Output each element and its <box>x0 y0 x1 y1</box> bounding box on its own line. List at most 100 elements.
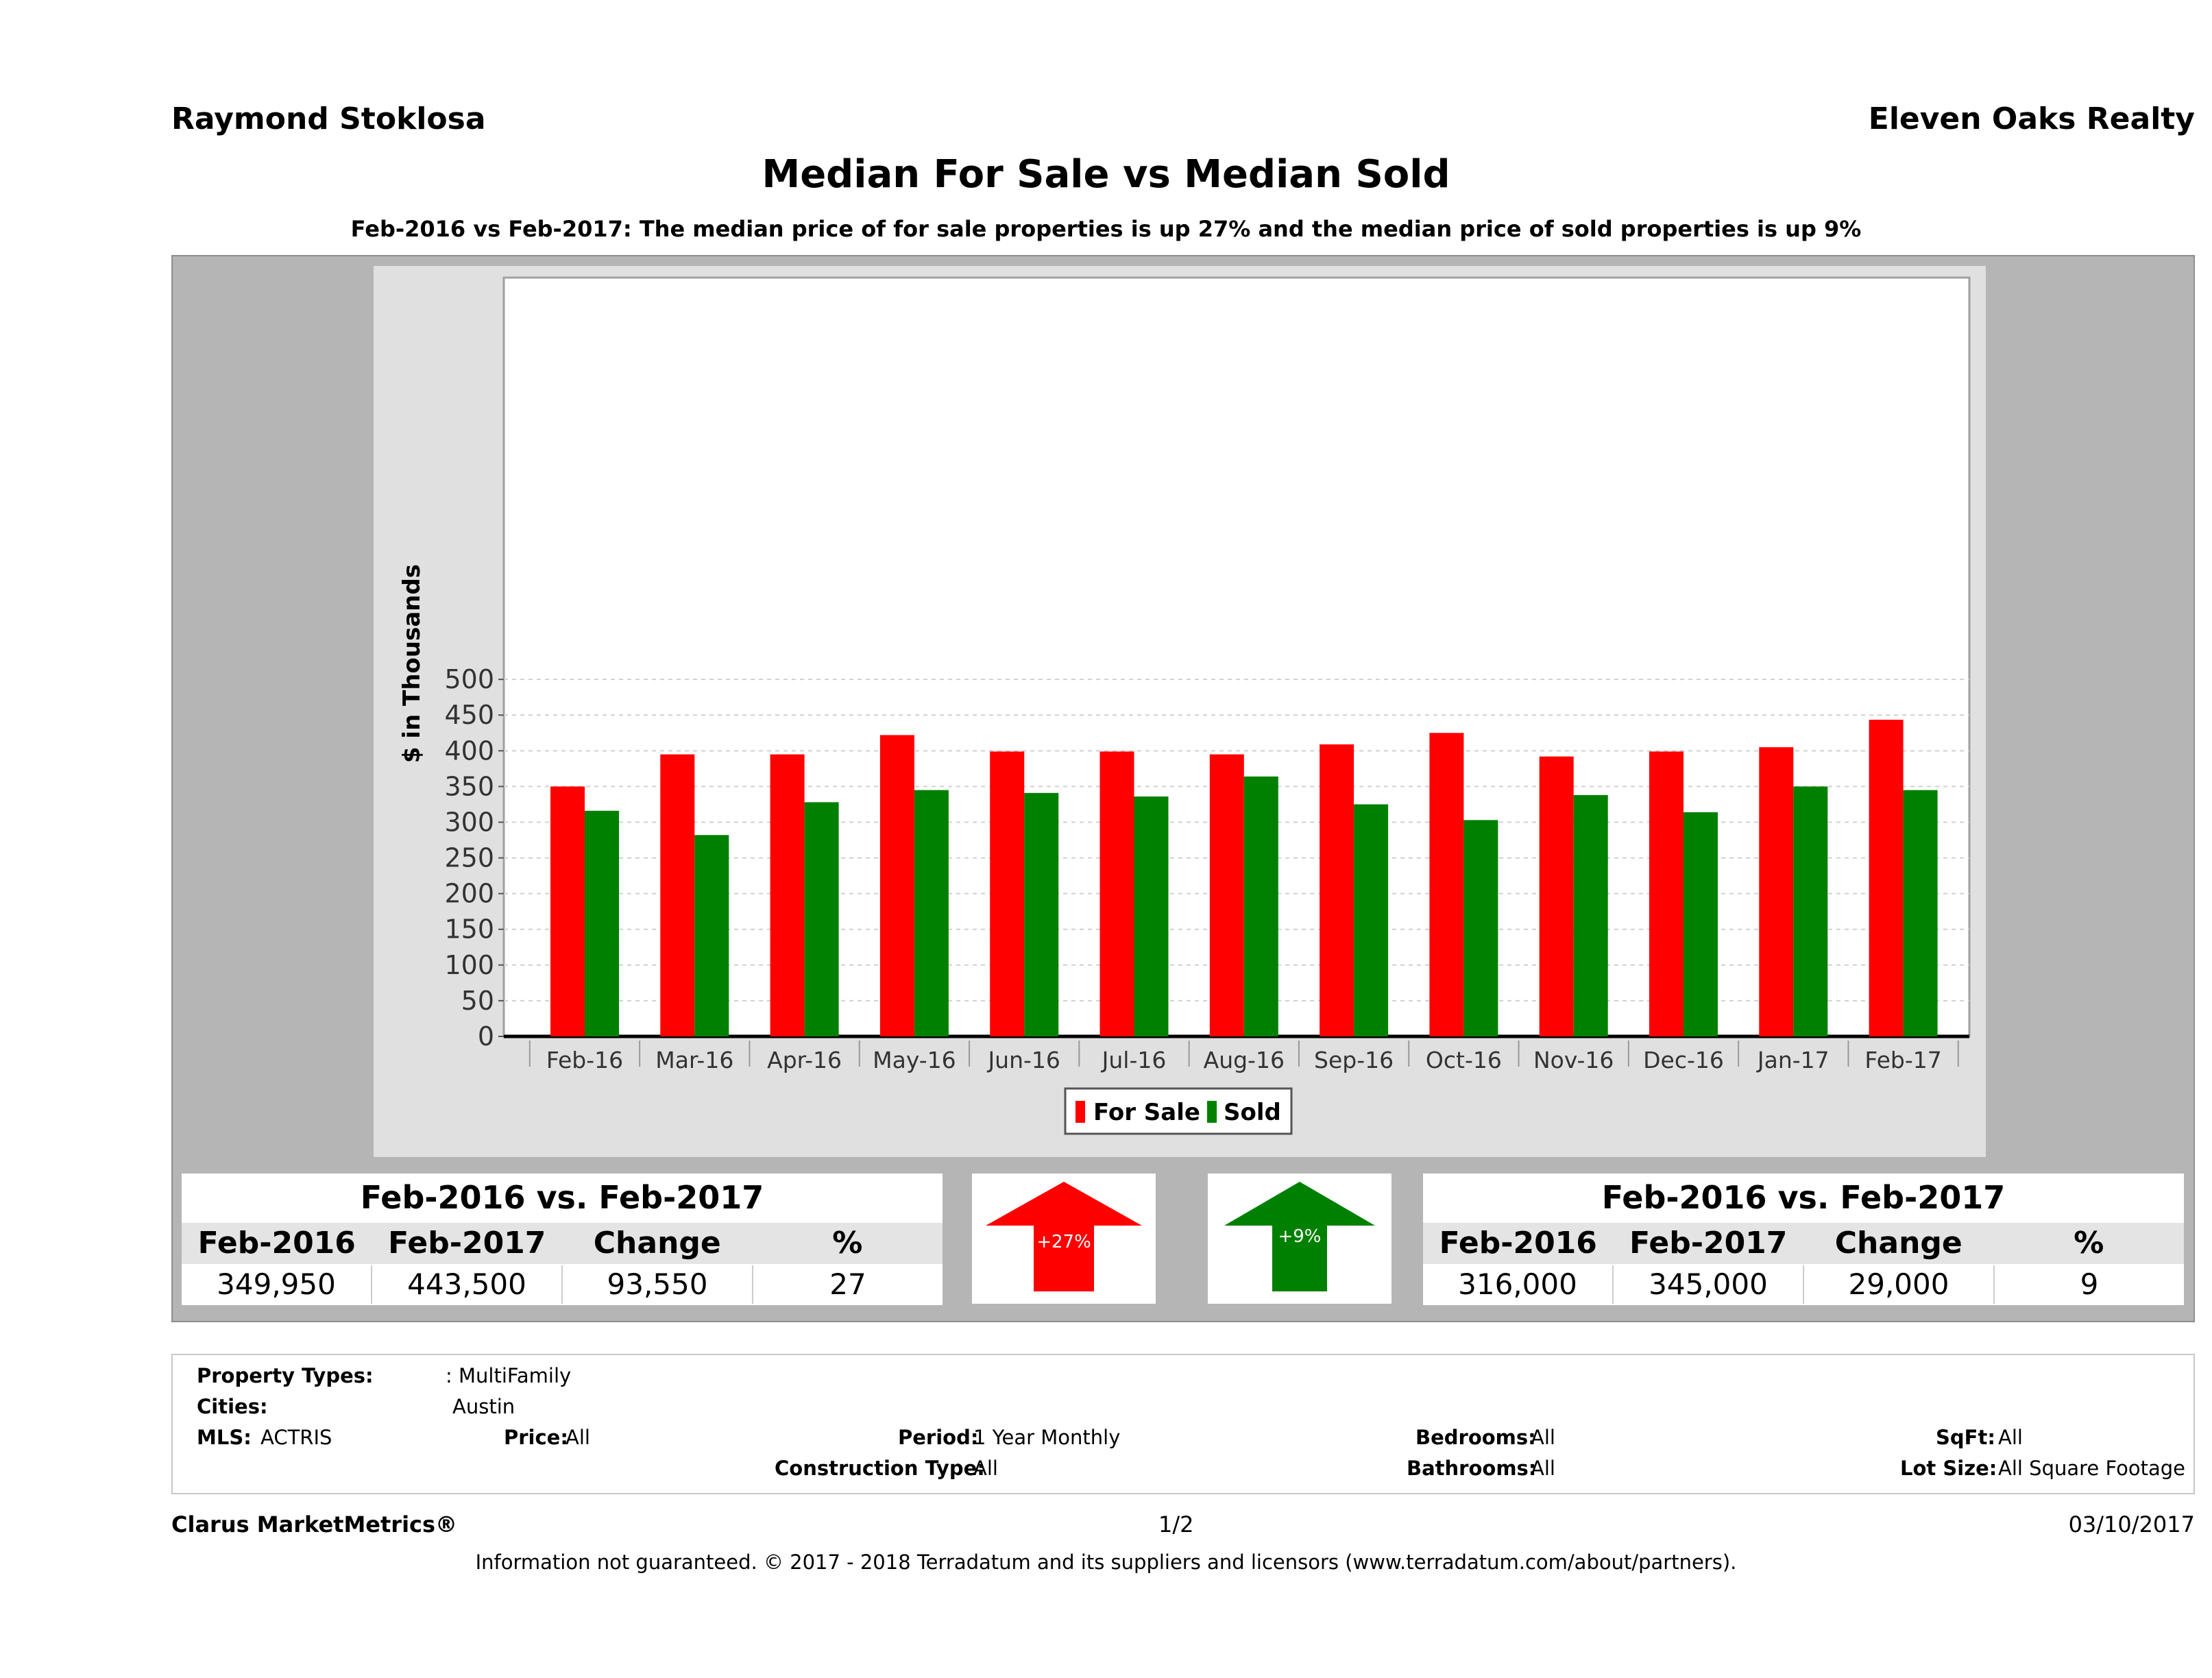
sold-table-title: Feb-2016 vs. Feb-2017 <box>1601 1179 2006 1216</box>
bar-sold <box>1684 812 1718 1036</box>
x-tick-label: Dec-16 <box>1643 1047 1724 1073</box>
bar-for-sale <box>879 735 914 1036</box>
chart-title: Median For Sale vs Median Sold <box>762 152 1450 197</box>
x-tick-label: Sep-16 <box>1314 1047 1394 1073</box>
bar-sold <box>1024 792 1059 1036</box>
forsale-header-cell: Feb-2017 <box>388 1226 546 1261</box>
bathrooms-label: Bathrooms: <box>1407 1457 1537 1480</box>
forsale-value-cell: 27 <box>829 1267 866 1301</box>
y-tick-label: 150 <box>444 914 494 945</box>
lot-size-label: Lot Size: <box>1900 1457 1997 1480</box>
forsale-value-cell: 93,550 <box>563 1265 753 1304</box>
legend-label-sold: Sold <box>1224 1099 1281 1126</box>
bar-sold <box>585 810 619 1036</box>
chart-subtitle: Feb-2016 vs Feb-2017: The median price o… <box>350 216 1862 242</box>
bar-for-sale <box>990 751 1025 1036</box>
forsale-change-box: +27% <box>972 1174 1156 1304</box>
bar-for-sale <box>660 754 695 1036</box>
forsale-header-cell: % <box>832 1226 863 1261</box>
sold-header-cell: Feb-2017 <box>1629 1226 1788 1261</box>
forsale-table-title: Feb-2016 vs. Feb-2017 <box>360 1179 764 1216</box>
construction-type-label: Construction Type: <box>775 1457 985 1480</box>
x-tick-label: May-16 <box>873 1047 956 1073</box>
bedrooms-value: All <box>1531 1426 1555 1449</box>
sqft-label: SqFt: <box>1936 1426 1995 1449</box>
bar-chart: 0 50 100 150 200 250 300 350 400 450 500 Feb-16 Mar… <box>374 266 1986 1157</box>
agent-name: Raymond Stoklosa <box>171 101 486 136</box>
brokerage-name: Eleven Oaks Realty <box>1868 101 2195 136</box>
bar-for-sale <box>1209 754 1244 1036</box>
y-tick-label: 200 <box>444 879 494 909</box>
bar-sold <box>1573 794 1608 1036</box>
y-tick-label: 100 <box>444 950 494 980</box>
forsale-change-label: +27% <box>1036 1232 1091 1252</box>
bar-for-sale <box>1869 720 1904 1036</box>
footer-disclaimer: Information not guaranteed. © 2017 - 201… <box>475 1551 1737 1574</box>
bedrooms-label: Bedrooms: <box>1415 1426 1536 1449</box>
x-tick-label: Jan-17 <box>1756 1047 1830 1073</box>
sqft-value: All <box>1998 1426 2023 1449</box>
bar-sold <box>1793 786 1828 1036</box>
sold-value-cell: 345,000 <box>1614 1265 1804 1304</box>
sold-header-cell: % <box>2074 1226 2104 1261</box>
legend: For Sale Sold <box>1064 1087 1293 1135</box>
legend-swatch-sold <box>1207 1101 1217 1123</box>
bar-sold <box>914 790 949 1036</box>
sold-value-cell: 9 <box>2080 1267 2099 1301</box>
sold-value-cell: 316,000 <box>1423 1265 1614 1304</box>
x-tick-label: Jul-16 <box>1101 1047 1167 1073</box>
sold-header-cell: Feb-2016 <box>1439 1226 1597 1261</box>
bar-for-sale <box>1320 744 1354 1036</box>
x-tick-label: Apr-16 <box>767 1047 842 1073</box>
y-tick-label: 450 <box>444 700 494 730</box>
bar-sold <box>1134 796 1169 1036</box>
bar-for-sale <box>770 754 805 1036</box>
mls-value: ACTRIS <box>260 1426 332 1449</box>
y-tick-label: 300 <box>444 807 494 837</box>
construction-type-value: All <box>973 1457 998 1480</box>
bathrooms-value: All <box>1531 1457 1555 1480</box>
bar-sold <box>1903 790 1938 1036</box>
x-tick-label: Mar-16 <box>655 1047 733 1073</box>
bar-for-sale <box>550 786 585 1036</box>
x-tick-label: Oct-16 <box>1426 1047 1502 1073</box>
bar-for-sale <box>1649 751 1684 1036</box>
y-axis-label: $ in Thousands <box>398 564 426 763</box>
legend-label-for-sale: For Sale <box>1093 1099 1200 1126</box>
bar-for-sale <box>1539 756 1574 1036</box>
footer-brand: Clarus MarketMetrics® <box>171 1511 458 1537</box>
y-tick-label: 50 <box>461 986 494 1016</box>
y-tick-label: 500 <box>444 664 494 694</box>
property-types-value: : MultiFamily <box>446 1364 572 1387</box>
legend-swatch-for-sale <box>1075 1101 1085 1123</box>
sold-table-values: 316,000 345,000 29,000 9 <box>1423 1265 2184 1304</box>
x-tick-label: Aug-16 <box>1204 1047 1285 1073</box>
forsale-table-header: Feb-2016 Feb-2017 Change % <box>182 1223 943 1264</box>
up-arrow-icon: +27% <box>986 1182 1142 1291</box>
sold-value-cell: 29,000 <box>1804 1265 1995 1304</box>
bar-for-sale <box>1099 751 1134 1036</box>
forsale-summary-table: Feb-2016 vs. Feb-2017 Feb-2016 Feb-2017 … <box>182 1174 943 1305</box>
sold-table-header: Feb-2016 Feb-2017 Change % <box>1423 1223 2184 1264</box>
mls-label: MLS: <box>197 1426 252 1449</box>
x-axis-ticks: Feb-16 Mar-16 Apr-16 May-16 Jun-16 Jul-16 Aug-… <box>528 1041 1959 1073</box>
footer-page-number: 1/2 <box>1158 1511 1194 1537</box>
sold-change-box: +9% <box>1208 1174 1391 1304</box>
forsale-value-cell: 443,500 <box>372 1265 563 1304</box>
bars <box>550 720 1938 1036</box>
criteria-box <box>171 1354 2195 1494</box>
price-label: Price: <box>504 1426 568 1449</box>
y-tick-label: 250 <box>444 843 494 873</box>
y-tick-label: 350 <box>444 771 494 801</box>
legend-box <box>1064 1087 1293 1135</box>
cities-value: Austin <box>452 1395 515 1418</box>
period-label: Period: <box>898 1426 979 1449</box>
bar-sold <box>1463 820 1498 1036</box>
sold-change-label: +9% <box>1278 1226 1321 1247</box>
up-arrow-icon: +9% <box>1224 1182 1375 1291</box>
y-tick-label: 0 <box>478 1021 494 1051</box>
x-tick-label: Feb-17 <box>1864 1047 1941 1073</box>
lot-size-value: All Square Footage <box>1998 1457 2186 1480</box>
x-tick-label: Nov-16 <box>1533 1047 1614 1073</box>
footer-date: 03/10/2017 <box>2068 1511 2195 1537</box>
